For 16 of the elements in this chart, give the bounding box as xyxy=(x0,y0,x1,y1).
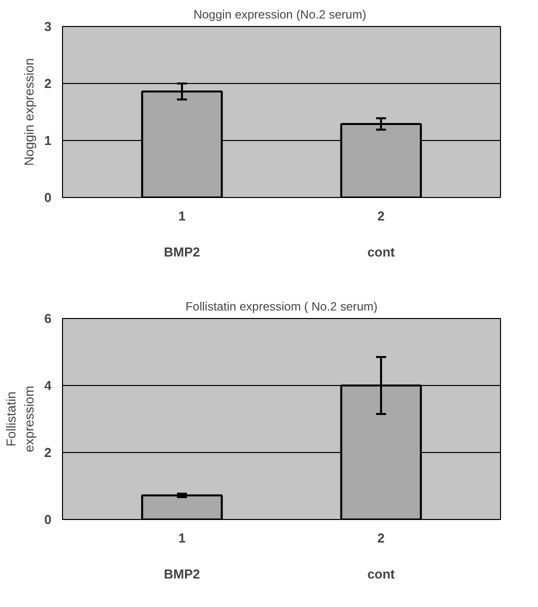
y-tick-label: 3 xyxy=(44,19,52,34)
y-tick-label: 0 xyxy=(44,190,52,205)
category-label: 1 BMP2 xyxy=(164,208,200,260)
chart-title: Noggin expression (No.2 serum) xyxy=(193,8,366,22)
y-axis-title: Noggin expression xyxy=(21,58,36,166)
category-label: 2 cont xyxy=(367,208,395,260)
y-tick-label: 6 xyxy=(44,311,52,326)
y-tick-label: 4 xyxy=(44,378,52,393)
y-tick-label: 0 xyxy=(44,512,52,527)
y-tick-label: 1 xyxy=(44,133,52,148)
y-tick-label: 2 xyxy=(44,445,52,460)
category-label: 1 BMP2 xyxy=(164,530,200,582)
category-label: 2 cont xyxy=(367,530,395,582)
y-tick-label: 2 xyxy=(44,76,52,91)
y-axis-title: Follistatin expressiom xyxy=(3,386,36,452)
chart-title: Follistatin expressiom ( No.2 serum) xyxy=(185,300,378,314)
